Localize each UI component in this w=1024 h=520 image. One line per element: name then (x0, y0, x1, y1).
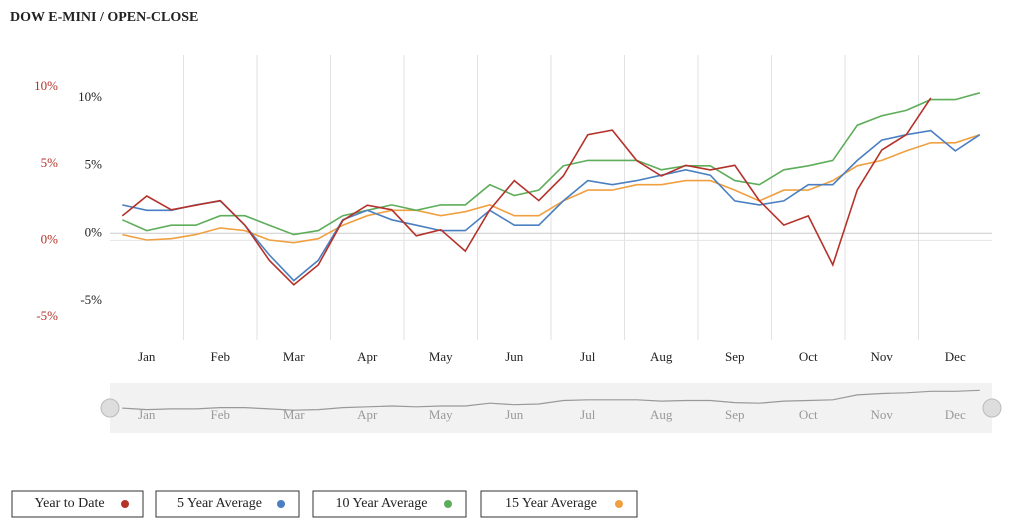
x-tick-label: Nov (871, 349, 894, 364)
x-tick-label: Feb (211, 349, 231, 364)
y-tick-label: 0% (85, 224, 103, 239)
x-tick-label: Apr (357, 349, 378, 364)
navigator-label: Nov (871, 407, 894, 422)
y-tick-label: -5% (80, 292, 102, 307)
chart-title: DOW E-MINI / OPEN-CLOSE (10, 10, 198, 25)
x-tick-label: Oct (799, 349, 818, 364)
x-tick-label: Dec (945, 349, 966, 364)
x-tick-label: Jan (138, 349, 156, 364)
navigator-label: Dec (945, 407, 966, 422)
series-line (122, 129, 981, 282)
y2-tick-label: -5% (36, 308, 58, 323)
legend-item[interactable] (480, 490, 638, 518)
legend-label: Year to Date (34, 496, 104, 511)
legend-swatch (444, 500, 452, 508)
navigator-label: Aug (650, 407, 673, 422)
series-line (121, 92, 981, 236)
series-line (122, 133, 981, 244)
y2-tick-label: 10% (34, 78, 58, 93)
legend-label: 10 Year Average (336, 496, 428, 511)
navigator-label: Jun (505, 407, 524, 422)
y2-tick-label: 5% (41, 155, 59, 170)
navigator-label: Apr (357, 407, 378, 422)
x-tick-label: Sep (725, 349, 745, 364)
navigator-label: Jul (580, 407, 596, 422)
navigator-label: Feb (211, 407, 231, 422)
legend-swatch (615, 500, 623, 508)
legend-item[interactable] (312, 490, 467, 518)
navigator-label: Oct (799, 407, 818, 422)
navigator-line (122, 389, 980, 411)
x-tick-label: Aug (650, 349, 673, 364)
x-tick-label: Mar (283, 349, 305, 364)
navigator-label: Mar (283, 407, 305, 422)
navigator-handle[interactable] (982, 398, 1002, 418)
legend-item[interactable] (155, 490, 300, 518)
navigator-handle[interactable] (100, 398, 120, 418)
legend-label: 15 Year Average (505, 496, 597, 511)
x-tick-label: May (429, 349, 453, 364)
y2-tick-label: 0% (41, 231, 59, 246)
legend-swatch (277, 500, 285, 508)
y-tick-label: 5% (85, 157, 103, 172)
x-tick-label: Jul (580, 349, 596, 364)
navigator-label: May (429, 407, 453, 422)
navigator-label: Jan (138, 407, 156, 422)
navigator-label: Sep (725, 407, 745, 422)
x-tick-label: Jun (505, 349, 524, 364)
series-line (121, 97, 932, 286)
y-tick-label: 10% (78, 89, 102, 104)
legend-swatch (121, 500, 129, 508)
legend-label: 5 Year Average (177, 496, 262, 511)
